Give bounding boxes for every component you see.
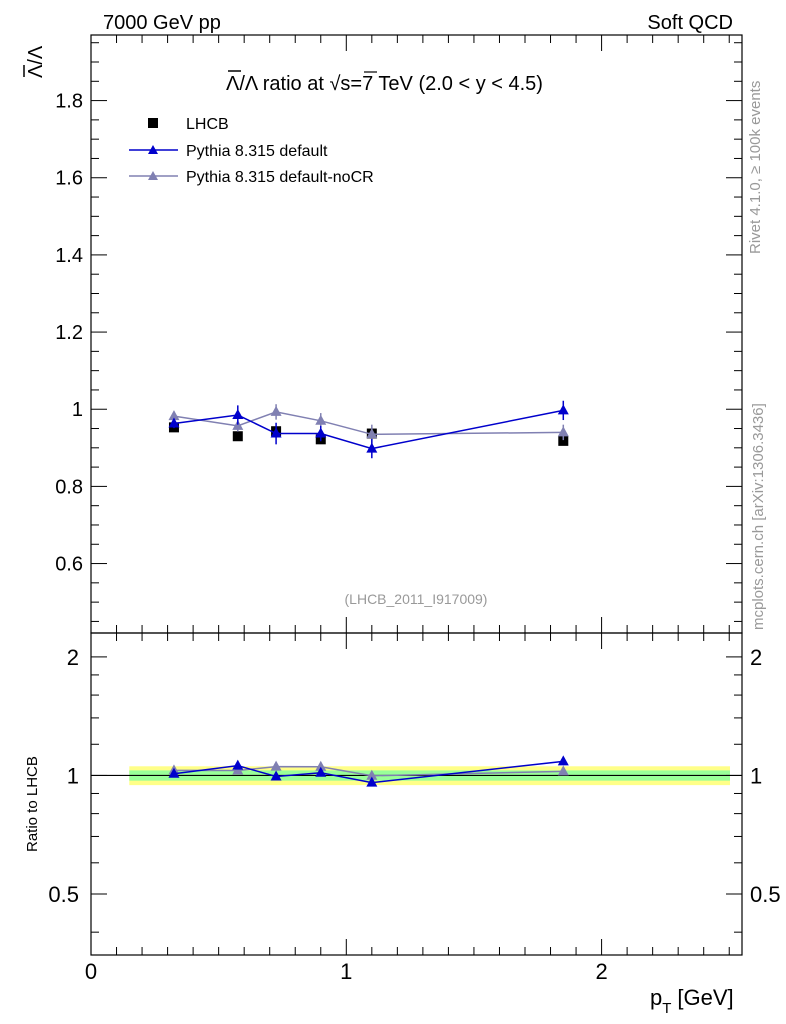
rivet-label: Rivet 4.1.0, ≥ 100k events	[747, 81, 764, 254]
ratio-ytick-label: 1	[67, 763, 79, 788]
ylabel-lambda-bar: Λ	[25, 64, 47, 78]
xlabel-unit: [GeV]	[677, 985, 733, 1010]
main-ytick-label: 1.6	[55, 168, 83, 190]
pythia-default-point	[270, 427, 282, 438]
ratio-ytick-label: 0.5	[48, 882, 79, 907]
ratio-nocr-point	[270, 760, 282, 771]
ratio-nocr-point	[315, 760, 327, 771]
analysis-tag: (LHCB_2011_I917009)	[345, 591, 488, 607]
legend-marker-default	[148, 145, 158, 154]
legend-label-nocr: Pythia 8.315 default-noCR	[186, 169, 374, 186]
main-ylabel: Λ/Λ	[23, 45, 47, 78]
main-plot-area: 0.6 0.8 1 1.2 1.4 1.6 1.8	[55, 35, 742, 633]
main-ytick-label: 0.8	[55, 476, 83, 498]
ratio-default-point	[557, 755, 569, 766]
main-title: Λ/Λ ratio at √s=7 TeV (2.0 < y < 4.5)	[226, 73, 543, 95]
pythia-nocr-point	[557, 426, 569, 437]
title-slash-lambda: /Λ	[239, 73, 259, 95]
lhcb-point	[232, 431, 243, 442]
ratio-nocr-point	[366, 769, 378, 780]
pythia-nocr-point	[270, 405, 282, 416]
ratio-ylabel: Ratio to LHCB	[24, 756, 41, 852]
legend: LHCB Pythia 8.315 default Pythia 8.315 d…	[129, 116, 374, 186]
ratio-frame	[90, 632, 743, 956]
ratio-default-point	[270, 770, 282, 781]
pythia-nocr-line	[173, 411, 564, 436]
pythia-default-point	[557, 404, 569, 415]
xtick-label: 1	[340, 959, 352, 984]
xlabel-T: T	[662, 1000, 671, 1017]
pythia-default-point	[315, 427, 327, 438]
pythia-default-point	[232, 409, 244, 420]
ylabel-slash-lambda: /Λ	[25, 45, 47, 65]
ratio-ytick-label-right: 0.5	[750, 882, 781, 907]
pythia-nocr-point	[168, 410, 180, 421]
xtick-label: 0	[85, 959, 97, 984]
pythia-default-line	[173, 409, 564, 450]
ratio-default-point	[366, 776, 378, 787]
pythia-default-point	[366, 442, 378, 453]
pythia-nocr-point	[232, 419, 244, 430]
main-ytick-label: 1.2	[55, 322, 83, 344]
main-ytick-label: 1.4	[55, 245, 83, 267]
main-ytick-label: 1.8	[55, 91, 83, 113]
ratio-nocr-point	[557, 765, 569, 776]
legend-marker-lhcb	[148, 118, 158, 128]
header-right: Soft QCD	[647, 12, 733, 34]
ratio-ytick-label: 2	[67, 645, 79, 670]
main-ytick-label: 1	[72, 399, 83, 421]
mcplots-label: mcplots.cern.ch [arXiv:1306.3436]	[750, 403, 767, 630]
pythia-default-point	[168, 417, 180, 428]
ratio-default-point	[315, 766, 327, 777]
ratio-ytick-label-right: 1	[750, 763, 762, 788]
pythia-nocr-point	[366, 428, 378, 439]
ratio-default-point	[232, 759, 244, 770]
title-sqrt: √	[329, 73, 340, 95]
ratio-ytick-label-right: 2	[750, 645, 762, 670]
ratio-nocr-line	[173, 765, 564, 777]
legend-marker-nocr	[148, 171, 158, 180]
pythia-nocr-point	[315, 414, 327, 425]
header-left: 7000 GeV pp	[103, 12, 221, 34]
main-ytick-label: 0.6	[55, 554, 83, 576]
xlabel-p: p	[650, 985, 662, 1010]
ratio-default-point	[168, 767, 180, 778]
legend-label-lhcb: LHCB	[186, 116, 229, 133]
legend-label-default: Pythia 8.315 default	[186, 143, 328, 160]
ratio-default-line	[173, 760, 564, 784]
title-s-rest: s=7 TeV (2.0 < y < 4.5)	[340, 73, 543, 95]
title-lambda-bar: Λ	[226, 73, 240, 95]
x-axis-label: pT [GeV]	[650, 985, 734, 1017]
xtick-label: 2	[595, 959, 607, 984]
ratio-plot-area: 0.5 0.5 1 1 2 2 0 1 2	[48, 633, 781, 984]
lhcb-point	[558, 435, 569, 446]
svg-text:Λ/Λ: Λ/Λ	[25, 45, 47, 78]
title-ratio-at: ratio at	[257, 73, 329, 95]
